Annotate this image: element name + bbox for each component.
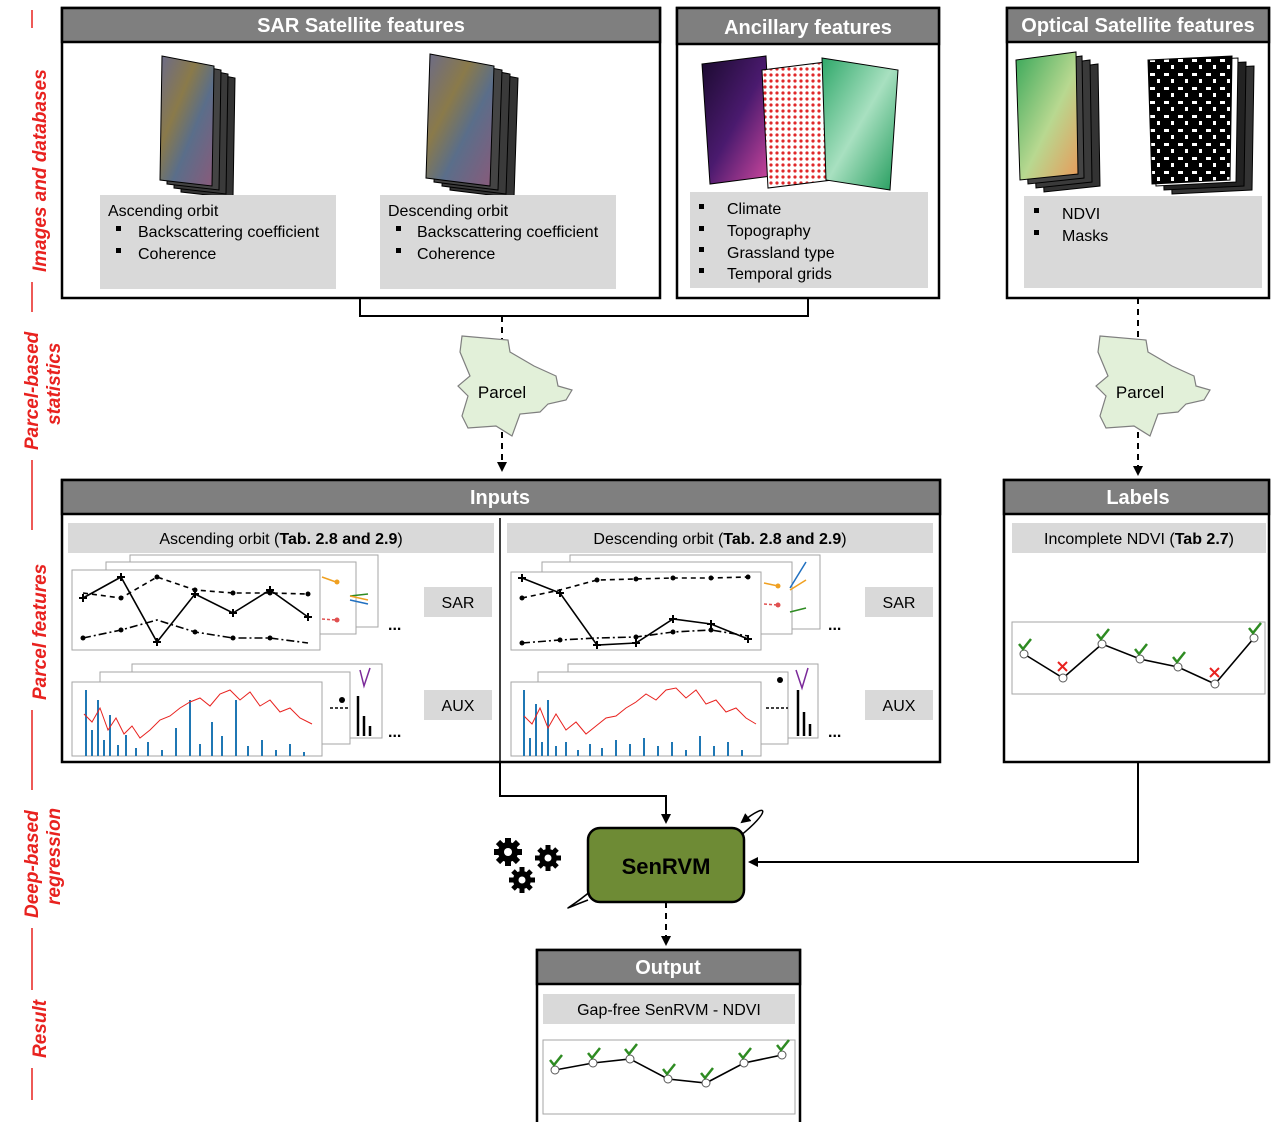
ancillary-features-panel: Ancillary features Climate Topography Gr…: [675, 6, 941, 300]
incomplete-ndvi-plot: [1011, 621, 1266, 695]
side-label-regression-2: regression: [44, 808, 65, 905]
labels-panel: Labels Incomplete NDVI (Tab 2.7): [1002, 478, 1271, 764]
ascending-aux-ellipsis: ...: [388, 724, 401, 741]
optical-title: Optical Satellite features: [1021, 15, 1254, 37]
optical-mask-image-stack: [1147, 55, 1255, 195]
senrvm-model-block: SenRVM: [567, 809, 764, 909]
check-icon: [587, 1047, 601, 1061]
check-icon: [1248, 622, 1262, 636]
cross-icon: [1209, 667, 1220, 678]
inputs-title: Inputs: [470, 487, 530, 509]
ancillary-item-1: Topography: [727, 223, 811, 240]
cross-icon: [1057, 661, 1068, 672]
sar-ascending-title: Ascending orbit: [108, 203, 219, 220]
labels-incomplete-ndvi: Incomplete NDVI (Tab 2.7): [1044, 531, 1234, 548]
check-icon: [662, 1063, 676, 1077]
parcel-label-left: Parcel: [478, 383, 526, 402]
output-title: Output: [635, 957, 701, 979]
check-icon: [1096, 628, 1110, 642]
top-connectors: [359, 298, 1139, 340]
check-icon: [1134, 643, 1148, 657]
check-icon: [1172, 651, 1186, 665]
ancillary-item-3: Temporal grids: [727, 266, 832, 283]
sar-features-panel: SAR Satellite features Ascending orbit B…: [60, 6, 662, 300]
descending-sar-ellipsis: ...: [828, 617, 841, 634]
descending-sar-plot: [510, 554, 821, 651]
sar-descending-item-1: Coherence: [417, 246, 495, 263]
ascending-aux-tag: AUX: [442, 698, 475, 715]
parcel-label-right: Parcel: [1116, 383, 1164, 402]
sar-descending-title: Descending orbit: [388, 203, 509, 220]
inputs-ascending-label: Ascending orbit (Tab. 2.8 and 2.9): [159, 531, 402, 548]
sar-ascending-image-stack: [159, 55, 236, 199]
sar-descending-item-0: Backscattering coefficient: [417, 224, 599, 241]
optical-item-1: Masks: [1062, 228, 1108, 245]
check-icon: [624, 1043, 638, 1057]
ascending-sar-tag: SAR: [442, 595, 475, 612]
output-panel: Output Gap-free SenRVM - NDVI: [535, 948, 802, 1122]
optical-features-panel: Optical Satellite features NDVI Masks: [1005, 6, 1271, 300]
ancillary-title: Ancillary features: [724, 17, 892, 39]
check-icon: [738, 1047, 752, 1061]
ancillary-image-stack: [701, 55, 899, 191]
side-label-parcel-stats-1: Parcel-based: [22, 331, 43, 450]
ascending-sar-plot: [71, 554, 379, 651]
side-label-parcel-features: Parcel features: [30, 564, 51, 700]
inputs-panel: Inputs Ascending orbit (Tab. 2.8 and 2.9…: [60, 478, 942, 764]
parcel-shape-right: Parcel: [1095, 335, 1211, 437]
descending-sar-tag: SAR: [883, 595, 916, 612]
side-label-images: Images and databases: [30, 69, 51, 272]
arrow-labels-to-model: [748, 762, 1139, 867]
side-label-parcel-stats-2: statistics: [44, 343, 65, 425]
gears-icon: [494, 838, 561, 893]
model-name: SenRVM: [622, 854, 711, 879]
check-icon: [549, 1054, 563, 1068]
sar-title: SAR Satellite features: [257, 15, 465, 37]
side-labels: Images and databases Parcel-based statis…: [22, 10, 65, 1100]
ascending-sar-ellipsis: ...: [388, 617, 401, 634]
output-label: Gap-free SenRVM - NDVI: [577, 1002, 761, 1019]
descending-aux-tag: AUX: [883, 698, 916, 715]
ascending-aux-plot: [71, 663, 383, 757]
sar-ascending-item-1: Coherence: [138, 246, 216, 263]
ancillary-item-2: Grassland type: [727, 245, 835, 262]
descending-aux-ellipsis: ...: [828, 724, 841, 741]
optical-item-0: NDVI: [1062, 206, 1100, 223]
parcel-shape-left: Parcel: [457, 335, 573, 437]
side-label-regression-1: Deep-based: [22, 810, 43, 918]
check-icon: [776, 1039, 790, 1053]
labels-title: Labels: [1106, 487, 1169, 509]
ancillary-item-0: Climate: [727, 201, 781, 218]
inputs-descending-label: Descending orbit (Tab. 2.8 and 2.9): [593, 531, 846, 548]
sar-descending-image-stack: [425, 53, 519, 199]
side-label-result: Result: [30, 999, 51, 1058]
check-icon: [700, 1067, 714, 1081]
check-icon: [1018, 638, 1032, 652]
arrow-inputs-to-model: [499, 762, 671, 824]
gap-free-ndvi-plot: [542, 1039, 796, 1115]
sar-ascending-item-0: Backscattering coefficient: [138, 224, 320, 241]
optical-ndvi-image-stack: [1015, 51, 1101, 193]
descending-aux-plot: [510, 663, 819, 757]
